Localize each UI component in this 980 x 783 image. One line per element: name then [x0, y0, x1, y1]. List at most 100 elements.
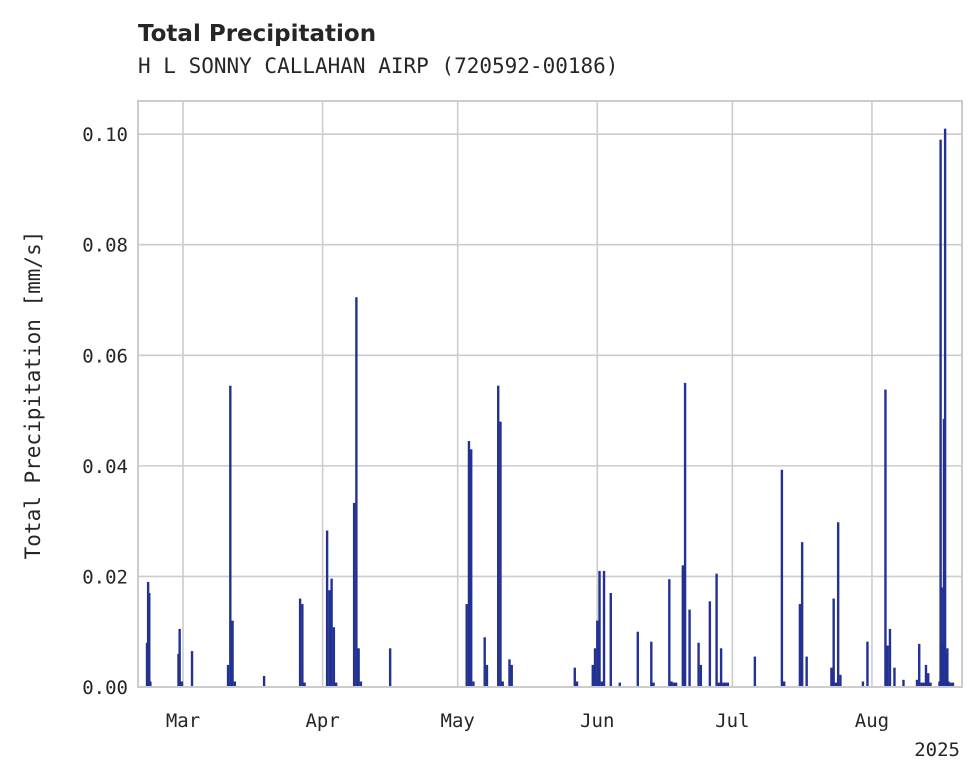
precip-bar	[884, 389, 887, 687]
precip-bar	[672, 682, 676, 687]
precip-bar	[470, 449, 473, 687]
chart-subtitle: H L SONNY CALLAHAN AIRP (720592-00186)	[138, 54, 618, 78]
precip-bar	[943, 128, 947, 687]
precip-bar	[949, 682, 952, 687]
precip-bar	[508, 659, 511, 687]
precip-bar	[593, 648, 597, 687]
precip-bar	[798, 604, 802, 687]
y-tick-label: 0.06	[82, 345, 128, 367]
precip-bar	[650, 641, 653, 687]
precip-bar	[499, 421, 502, 687]
precip-bar	[920, 682, 923, 687]
precip-bar	[483, 637, 486, 687]
precip-bar	[636, 631, 639, 687]
precip-bar	[501, 681, 504, 687]
bars	[145, 128, 955, 687]
y-tick-label: 0.10	[82, 124, 128, 146]
precip-bar	[618, 682, 621, 687]
precip-bar	[467, 440, 471, 687]
precip-bar	[231, 620, 234, 687]
precip-bar	[688, 609, 691, 687]
precip-bar	[472, 681, 475, 687]
precip-bar	[939, 139, 942, 687]
precip-bar	[668, 579, 671, 687]
precip-bar	[902, 679, 905, 687]
x-tick-label: Jul	[715, 710, 749, 732]
precip-bar	[330, 578, 333, 687]
precip-bar	[485, 664, 489, 687]
precip-bar	[924, 664, 928, 687]
precip-bar	[722, 682, 725, 687]
precip-bar	[670, 681, 673, 687]
precip-bar	[866, 641, 869, 687]
precip-bar	[652, 682, 655, 687]
precip-bar	[596, 620, 599, 687]
precip-bar	[782, 681, 786, 687]
precip-bar	[929, 682, 932, 687]
precip-bar	[497, 385, 500, 687]
precip-bar	[334, 682, 338, 687]
precip-bar	[683, 382, 687, 687]
precip-bar	[805, 656, 808, 687]
precip-bar	[149, 681, 152, 687]
precip-bar	[233, 681, 237, 687]
year-label: 2025	[914, 739, 960, 761]
precip-bar	[922, 682, 925, 687]
y-axis-label: Total Precipitation [mm/s]	[21, 231, 45, 560]
y-tick-label: 0.08	[82, 235, 128, 257]
precip-bar	[575, 681, 579, 687]
y-tick-label: 0.00	[82, 677, 128, 699]
precip-bar	[573, 667, 576, 687]
precip-bar	[325, 530, 329, 687]
precip-bar	[591, 664, 594, 687]
precip-bar	[598, 570, 601, 687]
precip-bar	[355, 297, 358, 687]
precip-bar	[699, 664, 703, 687]
plot-frame	[137, 100, 963, 688]
precip-bar	[180, 681, 184, 687]
precip-bar	[301, 604, 304, 687]
precip-bar	[915, 679, 919, 687]
x-tick-label: Apr	[305, 710, 339, 732]
x-tick-label: Jun	[580, 710, 614, 732]
precip-bar	[226, 664, 230, 687]
precip-bar	[719, 648, 723, 687]
precip-bar	[303, 682, 306, 687]
x-tick-labels: Mar Apr May Jun Jul Aug	[166, 710, 889, 732]
precip-bar	[832, 598, 835, 687]
precip-bar	[332, 627, 336, 687]
precip-bar	[726, 682, 730, 687]
precip-bar	[465, 604, 468, 687]
y-tick-labels: 0.00 0.02 0.04 0.06 0.08 0.10	[82, 124, 128, 699]
precip-bar	[262, 675, 266, 687]
y-tick-label: 0.04	[82, 456, 128, 478]
precip-bar	[724, 682, 727, 687]
precip-bar	[681, 565, 685, 687]
precip-bar	[861, 681, 865, 687]
precip-bar	[830, 667, 833, 687]
precip-bar	[708, 601, 712, 687]
x-tick-label: Aug	[855, 710, 889, 732]
precip-bar	[918, 643, 921, 687]
y-tick-label: 0.02	[82, 566, 128, 588]
precip-bar	[178, 628, 181, 687]
precip-bar	[715, 573, 718, 687]
precip-bar	[839, 674, 842, 687]
x-tick-label: May	[441, 710, 475, 732]
precip-bar	[388, 648, 392, 687]
precip-bar	[946, 648, 949, 687]
precip-bar	[893, 667, 896, 687]
precip-bar	[357, 648, 360, 687]
precip-bar	[190, 651, 194, 687]
precip-bar	[753, 656, 757, 687]
precip-bar	[888, 628, 892, 687]
precip-bar	[800, 542, 804, 687]
precip-bar	[780, 469, 784, 687]
precip-bar	[148, 593, 151, 687]
precip-bar	[674, 682, 678, 687]
precip-bar	[697, 642, 700, 687]
precip-bar	[510, 664, 513, 687]
precip-bar	[836, 522, 840, 687]
precip-bar	[834, 682, 838, 687]
